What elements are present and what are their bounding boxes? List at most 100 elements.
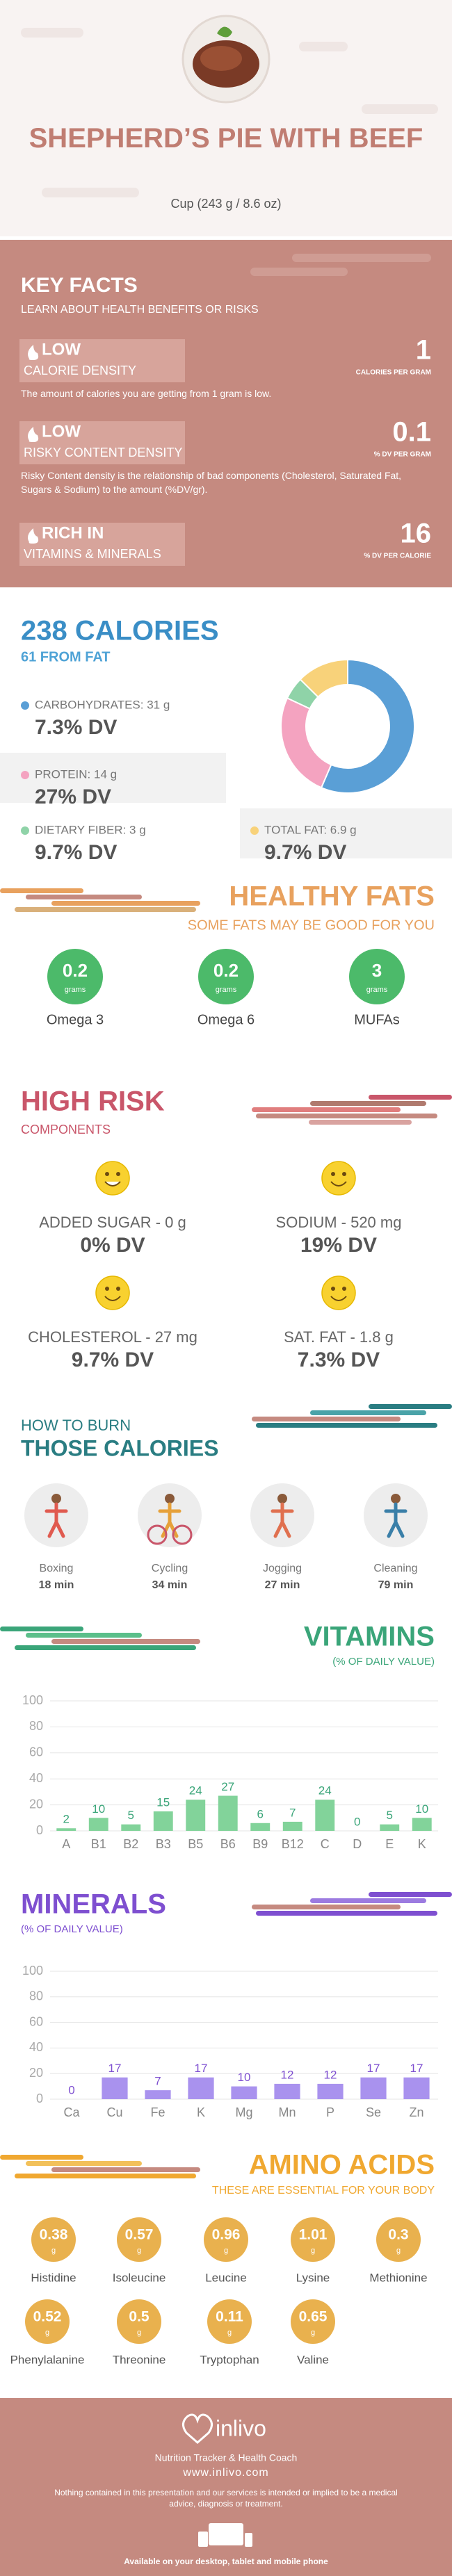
fact-description-box: Risky Content density is the relationshi… xyxy=(21,470,401,495)
activity-figure xyxy=(271,1502,294,1538)
data-label: 15 xyxy=(156,1795,170,1809)
amino-value: 0.3 xyxy=(388,2227,408,2243)
decorative-stripe xyxy=(51,901,200,906)
y-tick-label: 80 xyxy=(29,1719,43,1733)
data-label: 7 xyxy=(289,1806,296,1819)
nutrient-dot xyxy=(250,826,259,835)
emoji-eye xyxy=(105,1287,109,1291)
data-label: 17 xyxy=(108,2062,122,2075)
data-label: 17 xyxy=(410,2062,423,2075)
data-label: 5 xyxy=(128,1809,134,1822)
bar xyxy=(153,1811,173,1831)
fact-label-box xyxy=(19,421,185,464)
minerals-subtitle: (% OF DAILY VALUE) xyxy=(21,1923,123,1935)
fact-icon xyxy=(28,345,39,360)
disclaimer: Nothing contained in this presentation a… xyxy=(54,2488,398,2509)
x-tick-label: K xyxy=(197,2105,205,2119)
fat-circle xyxy=(349,949,405,1004)
data-label: 10 xyxy=(92,1802,105,1816)
decorative-stripe xyxy=(51,2167,200,2172)
y-tick-label: 40 xyxy=(29,2040,43,2054)
header-decoration xyxy=(21,28,83,38)
key-facts-decoration xyxy=(250,268,348,276)
amino-name: Tryptophan xyxy=(200,2353,259,2366)
amino-value: 0.65 xyxy=(299,2309,328,2325)
high-risk-title: HIGH RISK xyxy=(21,1086,165,1117)
calories-title: 238 CALORIES xyxy=(21,616,219,646)
data-label: 10 xyxy=(238,2071,251,2084)
x-tick-label: E xyxy=(385,1837,394,1851)
page-title: SHEPHERD’S PIE WITH BEEF xyxy=(29,123,423,154)
emoji-mouth xyxy=(104,1181,121,1187)
risk-label: SODIUM - 520 mg xyxy=(276,1214,402,1231)
decorative-stripe xyxy=(256,1911,437,1916)
decorative-stripe xyxy=(26,1633,142,1638)
decorative-stripe xyxy=(252,1905,401,1909)
data-label: 5 xyxy=(387,1809,393,1822)
bar xyxy=(403,2077,430,2099)
x-tick-label: B5 xyxy=(188,1837,203,1851)
x-tick-label: C xyxy=(321,1837,330,1851)
decorative-stripe xyxy=(51,1639,200,1644)
decorative-stripe xyxy=(256,1114,437,1118)
nutrient-highlight xyxy=(240,808,452,858)
emoji-face xyxy=(321,1275,356,1310)
decorative-stripe xyxy=(369,1892,452,1897)
bar xyxy=(121,1824,141,1831)
x-tick-label: Fe xyxy=(150,2105,165,2119)
nutrient-dv: 7.3% DV xyxy=(35,716,117,739)
amino-unit: g xyxy=(227,2329,232,2337)
risk-dv: 9.7% DV xyxy=(72,1348,154,1371)
nutrient-label: PROTEIN: 14 g xyxy=(35,767,117,781)
activity-figure xyxy=(384,1502,407,1538)
donut-slice xyxy=(320,658,415,794)
minerals-title: MINERALS xyxy=(21,1889,166,1920)
donut-slice xyxy=(299,658,348,699)
amino-value: 0.96 xyxy=(212,2227,241,2243)
fact-level: LOW xyxy=(42,340,81,359)
amino-circle xyxy=(291,2299,335,2344)
amino-name: Methionine xyxy=(369,2271,427,2284)
nutrient-highlight xyxy=(0,753,226,803)
emoji-eye xyxy=(342,1172,346,1176)
amino-circle xyxy=(117,2299,161,2344)
decorative-stripe xyxy=(256,1423,437,1428)
bike-wheel xyxy=(172,1524,193,1545)
bar xyxy=(315,1800,335,1831)
y-tick-label: 60 xyxy=(29,2014,43,2028)
y-tick-label: 20 xyxy=(29,2066,43,2080)
vitamins-title: VITAMINS xyxy=(304,1622,435,1652)
bar xyxy=(145,2090,171,2099)
decorative-stripe xyxy=(0,1627,83,1631)
decorative-stripe xyxy=(26,2161,142,2166)
nutrient-dv: 9.7% DV xyxy=(264,841,346,864)
device-icon xyxy=(209,2523,243,2545)
bar xyxy=(102,2077,128,2099)
activity-duration: 18 min xyxy=(39,1579,74,1591)
fat-unit: grams xyxy=(65,986,86,994)
decorative-stripe xyxy=(0,888,83,893)
data-label: 0 xyxy=(68,2083,74,2096)
fat-value: 0.2 xyxy=(63,960,88,981)
amino-name: Leucine xyxy=(205,2271,247,2284)
fat-name: MUFAs xyxy=(354,1012,400,1027)
x-tick-label: K xyxy=(418,1837,426,1851)
burn-title: HOW TO BURN xyxy=(21,1417,131,1434)
page-title-box: SHEPHERD’S PIE WITH BEEF xyxy=(29,123,423,154)
x-tick-label: Mg xyxy=(235,2105,252,2119)
y-tick-label: 100 xyxy=(22,1964,43,1978)
amino-value: 0.52 xyxy=(33,2309,62,2325)
data-label: 24 xyxy=(189,1784,202,1798)
activity-figure xyxy=(158,1502,181,1538)
data-label: 7 xyxy=(154,2075,161,2088)
brand-name: inlivo xyxy=(216,2415,266,2440)
fact-label-box xyxy=(19,523,185,566)
availability: Available on your desktop, tablet and mo… xyxy=(124,2557,328,2566)
x-tick-label: B6 xyxy=(220,1837,236,1851)
activity-name: Jogging xyxy=(263,1563,302,1574)
amino-name: Lysine xyxy=(296,2271,330,2284)
x-tick-label: Mn xyxy=(278,2105,296,2119)
x-tick-label: B12 xyxy=(282,1837,304,1851)
food-image-highlight xyxy=(200,46,242,71)
